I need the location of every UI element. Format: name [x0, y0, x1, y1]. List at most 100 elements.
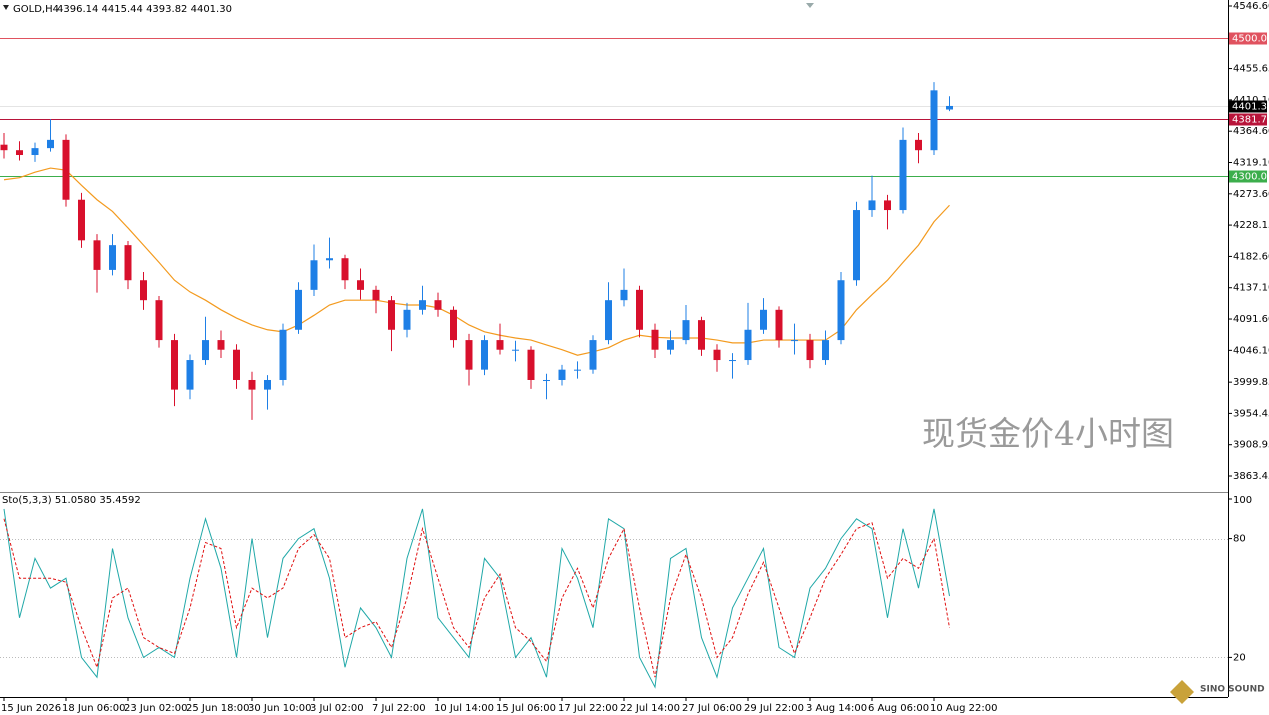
x-tick-label: 3 Aug 14:00	[806, 703, 867, 714]
candle-body	[31, 148, 39, 156]
candle-body	[465, 340, 473, 370]
candle-body	[636, 289, 643, 330]
candle-body	[822, 340, 829, 361]
x-tick-label: 10 Aug 22:00	[930, 703, 997, 714]
candle-body	[186, 360, 194, 390]
candle-body	[326, 258, 333, 261]
y-tick-label: 4410.10	[1233, 95, 1269, 106]
logo-icon	[1170, 680, 1194, 704]
candle-body	[775, 309, 783, 341]
candle-body	[667, 340, 674, 350]
x-tick-label: 15 Jul 06:00	[496, 703, 556, 714]
candle-body	[155, 300, 163, 341]
candle-body	[357, 280, 364, 290]
y-tick-label: 80	[1233, 534, 1246, 545]
symbol: GOLD,H4	[13, 4, 59, 15]
candle-body	[930, 90, 938, 151]
candle-body	[605, 300, 612, 341]
candle-body	[341, 258, 349, 281]
y-tick-label: 3863.45	[1233, 471, 1269, 482]
x-tick-label: 10 Jul 14:00	[434, 703, 494, 714]
candle-body	[496, 340, 504, 350]
x-tick-label: 29 Jul 22:00	[744, 703, 804, 714]
x-tick-label: 15 Jun 2026	[1, 703, 61, 714]
y-tick-label: 4046.10	[1233, 345, 1269, 356]
candle-body	[915, 139, 922, 151]
watermark: 现货金价4小时图	[922, 414, 1174, 453]
candle-body	[651, 329, 659, 350]
y-tick-label: 3999.85	[1233, 377, 1269, 388]
x-tick-label: 27 Jul 06:00	[682, 703, 742, 714]
candle-body	[806, 340, 814, 361]
x-tick-label: 30 Jun 10:00	[248, 703, 312, 714]
candle-body	[837, 280, 845, 341]
candle-body	[946, 105, 953, 110]
candle-body	[729, 360, 736, 362]
candle-body	[682, 320, 690, 341]
candle-body	[78, 199, 85, 241]
candle-body	[217, 340, 225, 350]
candle-body	[47, 139, 54, 149]
level-label-bg	[1229, 32, 1267, 45]
candle-body	[589, 340, 597, 370]
level-label: 4381.70	[1232, 115, 1269, 126]
candle-body	[233, 349, 240, 380]
level-label-bg	[1229, 113, 1267, 126]
candle-body	[140, 280, 147, 301]
x-tick-label: 25 Jun 18:00	[186, 703, 250, 714]
x-tick-label: 6 Aug 06:00	[868, 703, 929, 714]
candle-body	[698, 320, 705, 350]
candle-body	[512, 349, 519, 351]
y-tick-label: 4091.60	[1233, 314, 1269, 325]
y-tick-label: 4182.60	[1233, 251, 1269, 262]
y-tick-label: 4319.10	[1233, 158, 1269, 169]
logo-text: SINO SOUND	[1200, 685, 1265, 695]
x-tick-label: 7 Jul 22:00	[372, 703, 426, 714]
candle-body	[543, 379, 550, 381]
candle-body	[0, 144, 8, 151]
level-label: 4300.00	[1232, 172, 1269, 183]
y-tick-label: 4455.65	[1233, 64, 1269, 75]
y-tick-label: 3954.45	[1233, 408, 1269, 419]
y-tick-label: 3908.95	[1233, 440, 1269, 451]
candle-body	[16, 150, 23, 156]
candle-body	[248, 379, 256, 390]
last-price-bg	[1229, 100, 1267, 113]
candle-body	[202, 340, 209, 361]
y-tick-label: 4137.10	[1233, 283, 1269, 294]
moving-average	[3, 167, 950, 356]
candle-body	[171, 340, 178, 390]
candle-body	[295, 289, 302, 330]
candle-body	[264, 379, 271, 390]
candle-body	[310, 260, 318, 290]
menu-arrow[interactable]	[3, 5, 9, 10]
candle-body	[372, 289, 380, 301]
candle-body	[713, 349, 721, 361]
level-label-bg	[1229, 170, 1267, 183]
candle-body	[620, 289, 628, 301]
candle-body	[109, 245, 116, 270]
y-tick-label: 4273.60	[1233, 189, 1269, 200]
candle-body	[853, 210, 860, 281]
candle-body	[62, 139, 70, 200]
candle-body	[791, 340, 798, 342]
x-tick-label: 23 Jun 02:00	[124, 703, 188, 714]
candle-body	[899, 139, 907, 211]
logo: SINO SOUND	[1170, 680, 1265, 704]
x-tick-label: 3 Jul 02:00	[310, 703, 364, 714]
candle-body	[279, 329, 287, 380]
x-tick-label: 18 Jun 06:00	[62, 703, 126, 714]
candle-body	[868, 200, 876, 211]
candle-body	[388, 300, 395, 330]
x-tick-label: 22 Jul 14:00	[620, 703, 680, 714]
candle-body	[450, 309, 457, 341]
y-tick-label: 4546.60	[1233, 1, 1269, 12]
candle-body	[93, 240, 101, 270]
candle-body	[884, 200, 891, 211]
y-tick-label: 4228.15	[1233, 220, 1269, 231]
candle-body	[527, 349, 535, 380]
candle-body	[419, 300, 426, 310]
y-tick-label: 4364.60	[1233, 126, 1269, 137]
scroll-marker[interactable]	[806, 3, 814, 8]
